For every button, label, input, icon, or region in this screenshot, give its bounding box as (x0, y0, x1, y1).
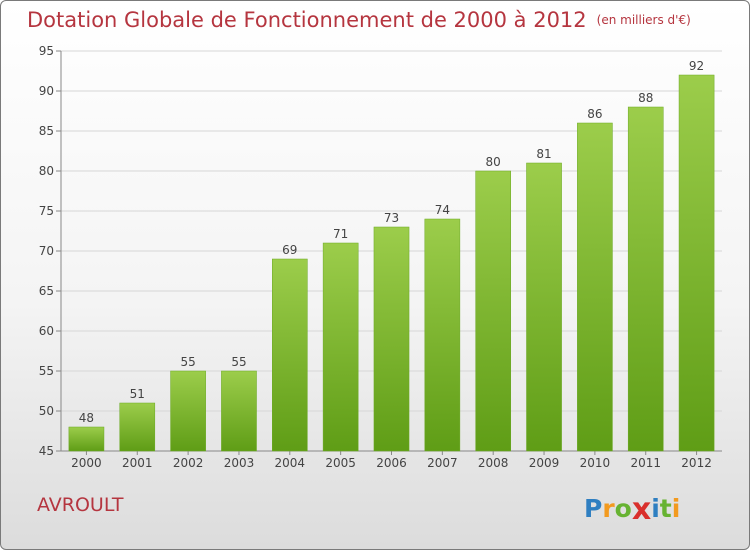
y-tick-label: 65 (39, 284, 54, 298)
logo-letter: r (602, 494, 615, 523)
x-tick-label: 2009 (529, 456, 560, 470)
logo-letter: i (651, 494, 660, 523)
y-tick-label: 45 (39, 444, 54, 458)
value-labels: 48 51 55 55 69 71 73 74 80 81 86 88 92 (79, 59, 704, 425)
logo-letter: x (631, 492, 652, 527)
bar (577, 122, 613, 452)
chart-title: Dotation Globale de Fonctionnement de 20… (27, 8, 587, 32)
x-tick-label: 2000 (71, 456, 102, 470)
bar (68, 426, 105, 452)
value-label: 55 (180, 355, 195, 369)
x-tick-label: 2003 (224, 456, 255, 470)
proxiti-logo: Proxiti (584, 490, 681, 527)
value-label: 55 (231, 355, 246, 369)
bars (68, 74, 715, 452)
value-label: 92 (689, 59, 704, 73)
y-tick-label: 50 (39, 404, 54, 418)
x-tick-label: 2007 (427, 456, 458, 470)
x-tick-label: 2008 (478, 456, 509, 470)
bar (475, 170, 511, 452)
x-tick-label: 2010 (580, 456, 611, 470)
bar (424, 218, 461, 452)
logo-letter: i (671, 494, 681, 523)
bar (526, 162, 562, 452)
value-label: 86 (587, 107, 602, 121)
x-tick-label: 2012 (681, 456, 712, 470)
bar (627, 106, 664, 452)
value-label: 48 (79, 411, 94, 425)
value-label: 51 (130, 387, 145, 401)
y-tick-label: 95 (39, 44, 54, 58)
value-label: 73 (384, 211, 399, 225)
y-tick-label: 80 (39, 164, 54, 178)
x-tick-label: 2011 (630, 456, 661, 470)
title-row: Dotation Globale de Fonctionnement de 20… (27, 8, 691, 32)
logo-letter: P (584, 494, 603, 523)
x-tick-label: 2005 (325, 456, 356, 470)
x-tick-label: 2001 (122, 456, 153, 470)
value-label: 88 (638, 91, 653, 105)
commune-name: AVROULT (37, 494, 124, 516)
y-tick-label: 70 (39, 244, 54, 258)
y-tick-label: 90 (39, 84, 54, 98)
value-label: 71 (333, 227, 348, 241)
logo-letter: o (614, 494, 632, 523)
logo-letter: t (659, 494, 672, 523)
bar (373, 226, 410, 452)
value-label: 81 (536, 147, 551, 161)
bar (272, 258, 308, 452)
bar (322, 242, 359, 452)
y-tick-label: 55 (39, 364, 54, 378)
chart-subtitle: (en milliers d'€) (596, 13, 691, 27)
x-tick-label: 2006 (376, 456, 407, 470)
bar (221, 370, 257, 452)
bar (678, 74, 715, 452)
x-tick-label: 2002 (173, 456, 204, 470)
value-label: 80 (486, 155, 501, 169)
x-tick-label: 2004 (275, 456, 306, 470)
y-tick-label: 60 (39, 324, 54, 338)
value-label: 69 (282, 243, 297, 257)
bar (170, 370, 206, 452)
y-tick-label: 85 (39, 124, 54, 138)
bar (119, 402, 156, 452)
y-tick-label: 75 (39, 204, 54, 218)
value-label: 74 (435, 203, 450, 217)
